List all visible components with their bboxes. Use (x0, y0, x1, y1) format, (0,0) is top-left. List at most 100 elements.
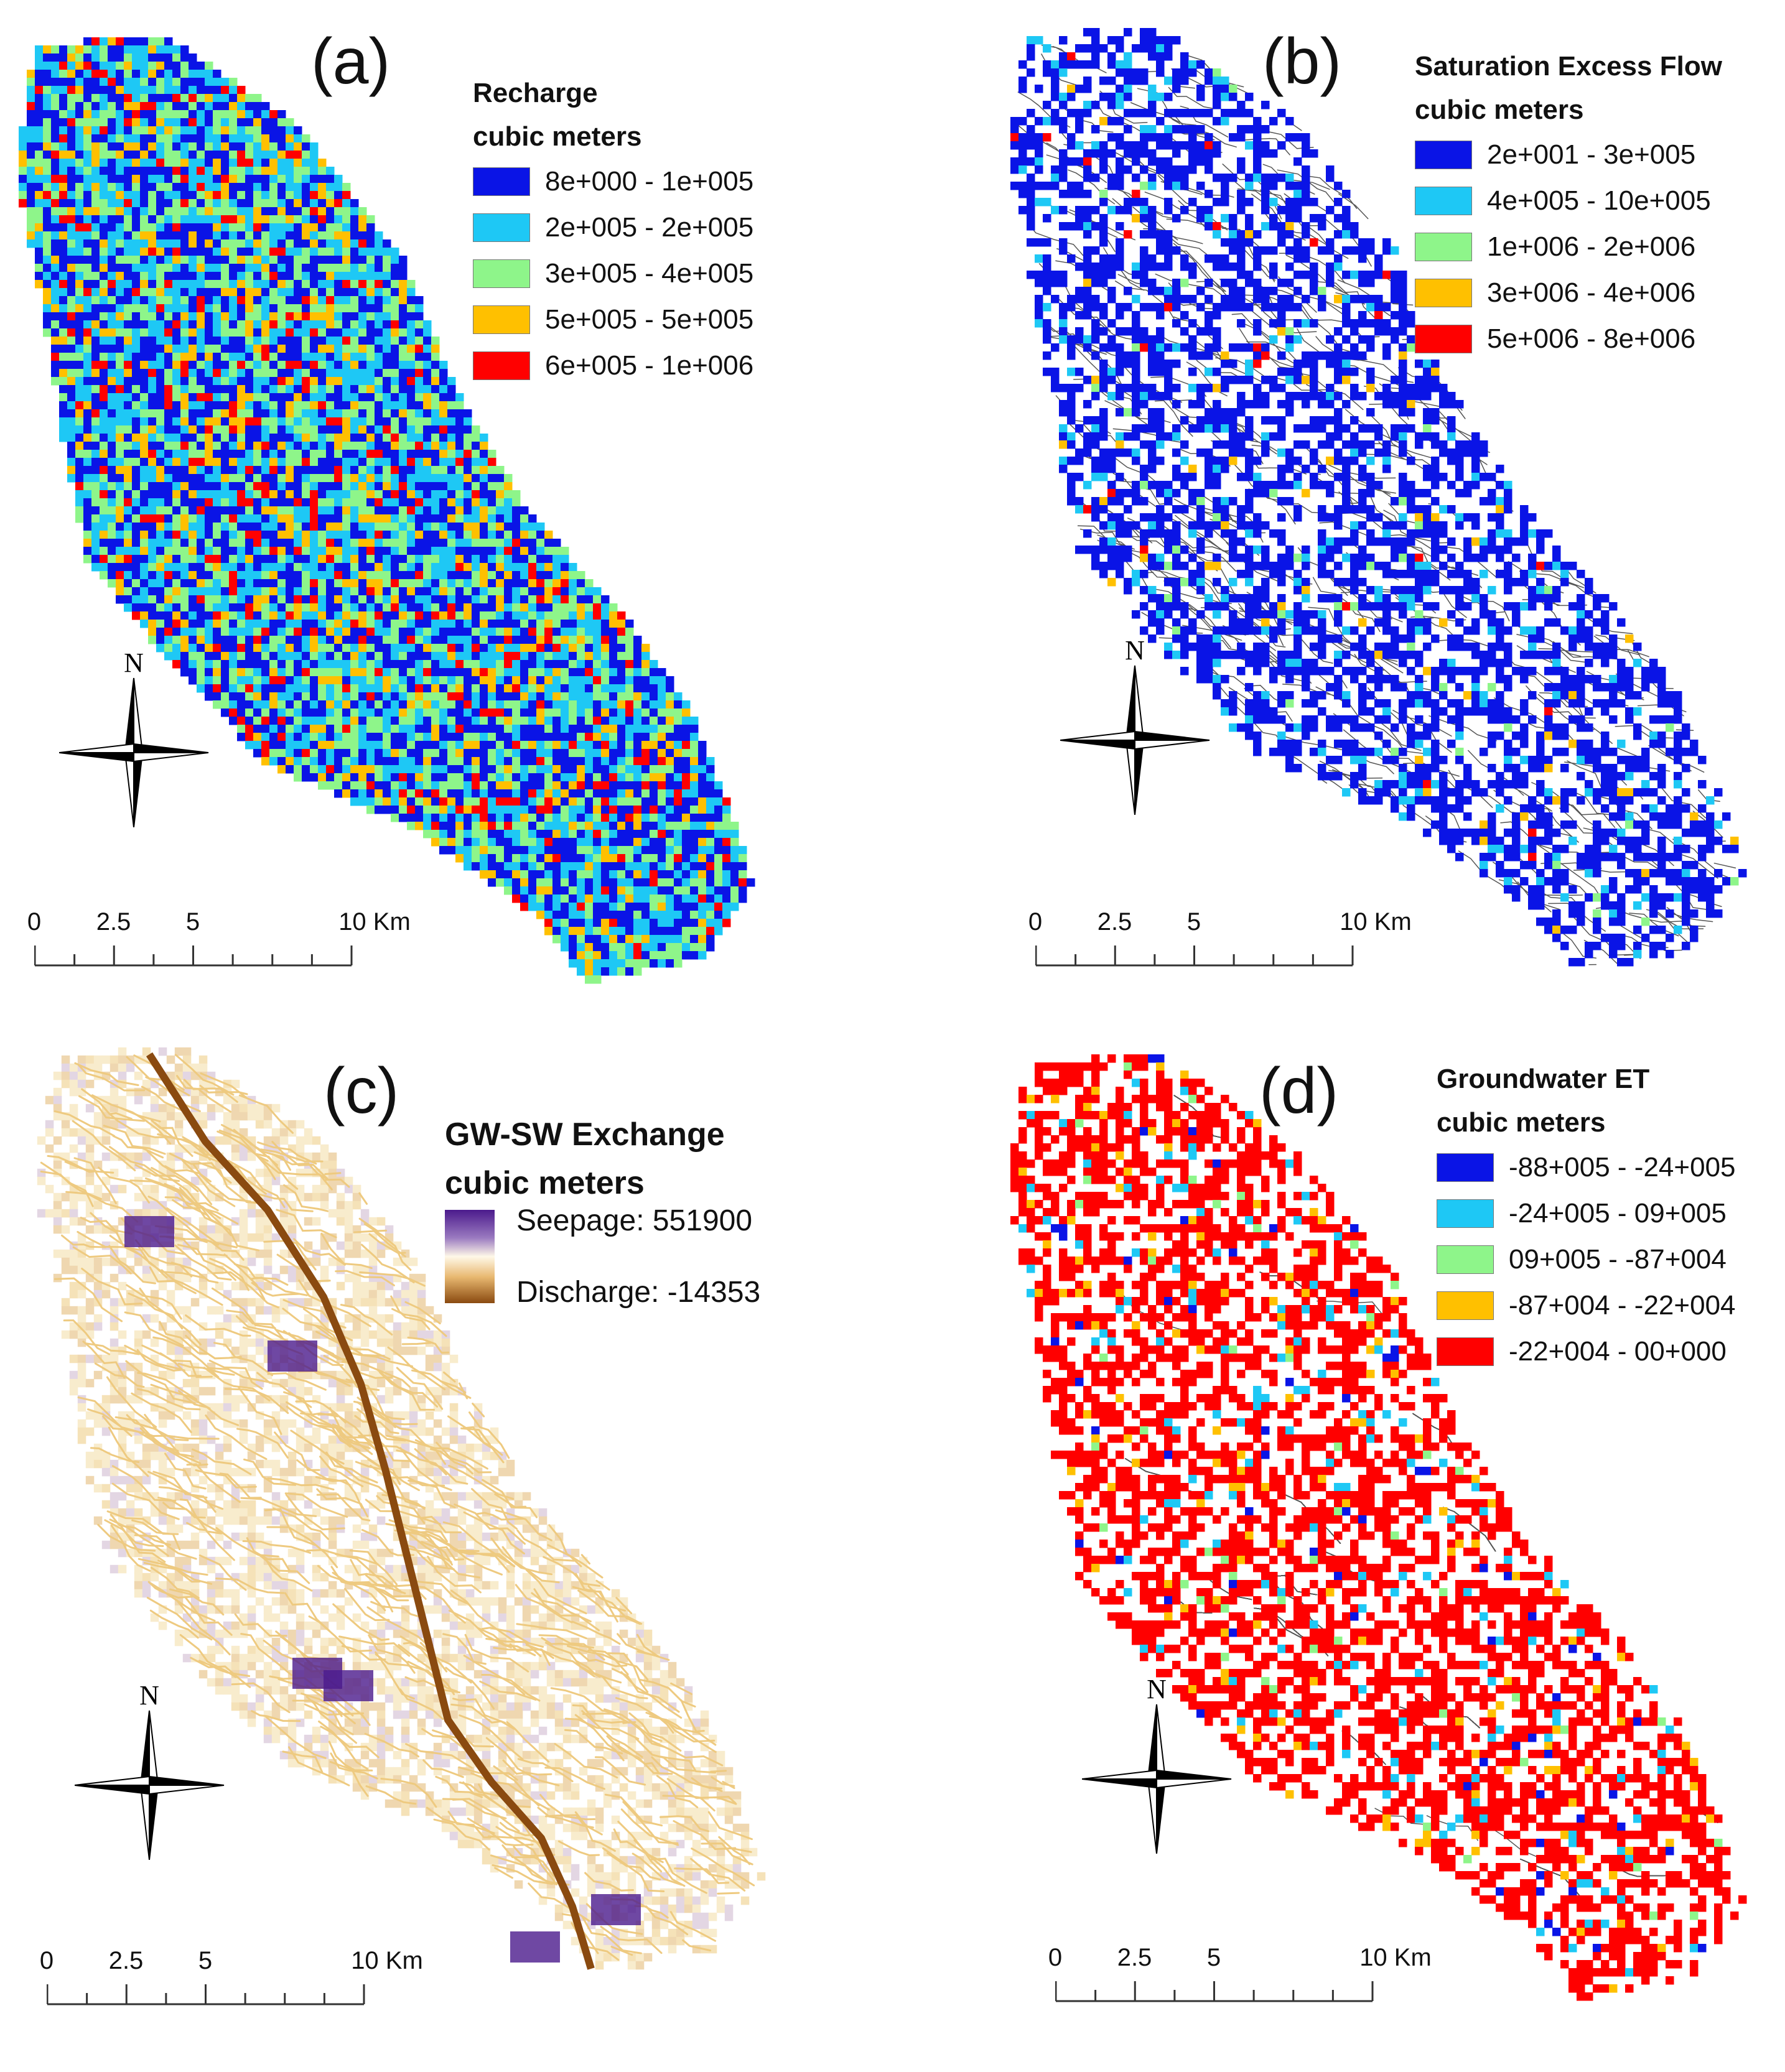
scale-ruler (1035, 945, 1354, 967)
panel-b: (b) Saturation Excess Flow cubic meters … (892, 0, 1784, 1036)
scale-label: 5 (198, 1947, 213, 1974)
legend-swatch (473, 167, 530, 196)
north-arrow: N (74, 1679, 236, 1863)
map-recharge (19, 37, 755, 984)
legend-swatch (1415, 279, 1472, 307)
scale-ruler (34, 945, 353, 967)
legend-units: cubic meters (1415, 95, 1584, 125)
legend-label: 3e+006 - 4e+006 (1487, 277, 1696, 308)
seepage-label: Seepage: 551900 (516, 1204, 753, 1237)
legend-label: 2e+001 - 3e+005 (1487, 139, 1696, 170)
panel-c: (c) GW-SW Exchange cubic meters Seepage:… (0, 1036, 892, 2071)
legend-item: -87+004 - -22+004 (1437, 1283, 1736, 1329)
legend-item: 5e+005 - 5e+005 (473, 297, 753, 343)
legend-label: 5e+005 - 5e+005 (545, 304, 754, 335)
legend-item: 5e+006 - 8e+006 (1415, 316, 1722, 362)
map-gw-sw-exchange (37, 1047, 766, 1970)
panel-d: (d) Groundwater ET cubic meters -88+005 … (892, 1036, 1784, 2071)
scale-label: 10 Km (1359, 1944, 1432, 1971)
scale-label: 5 (185, 908, 200, 936)
scale-label: 2.5 (108, 1947, 144, 1974)
legend-swatch (1437, 1291, 1494, 1320)
color-ramp (445, 1210, 495, 1303)
scale-label: 5 (1186, 908, 1201, 936)
legend-swatch (1437, 1337, 1494, 1366)
legend-label: 09+005 - -87+004 (1509, 1244, 1727, 1275)
legend-item: 2e+005 - 2e+005 (473, 205, 753, 251)
legend-items: 8e+000 - 1e+005 2e+005 - 2e+005 3e+005 - 4… (473, 159, 753, 389)
north-label: N (1147, 1674, 1167, 1704)
legend-item: -24+005 - 09+005 (1437, 1191, 1736, 1237)
scale-label: 2.5 (1117, 1944, 1152, 1971)
map-groundwater-et (1010, 1054, 1747, 2001)
legend-swatch (1437, 1153, 1494, 1182)
scale-label: 0 (27, 908, 42, 936)
legend-item: 8e+000 - 1e+005 (473, 159, 753, 205)
compass-rose-icon: N (74, 1680, 225, 1861)
legend-label: 8e+000 - 1e+005 (545, 166, 754, 197)
legend-units: cubic meters (445, 1165, 645, 1201)
legend-title: Groundwater ET (1437, 1064, 1650, 1094)
legend-label: -88+005 - -24+005 (1509, 1152, 1736, 1182)
north-label: N (124, 648, 144, 678)
panel-label-d: (d) (1259, 1055, 1339, 1127)
north-label: N (139, 1680, 159, 1711)
legend-items: -88+005 - -24+005 -24+005 - 09+005 09+005 … (1437, 1145, 1736, 1375)
scale-ruler (47, 1984, 365, 2005)
panel-label-c: (c) (324, 1055, 399, 1127)
compass-rose-icon: N (1060, 635, 1210, 815)
panel-label-b: (b) (1262, 26, 1342, 98)
legend-label: 4e+005 - 10e+005 (1487, 185, 1711, 216)
scale-label: 10 Km (338, 908, 411, 936)
legend-swatch (1415, 325, 1472, 353)
legend-item: 4e+005 - 10e+005 (1415, 178, 1722, 224)
compass-rose-icon: N (1081, 1674, 1232, 1854)
legend-title: Saturation Excess Flow (1415, 51, 1722, 81)
scale-ruler (1055, 1981, 1374, 2002)
panel-a: (a) Recharge cubic meters 8e+000 - 1e+00… (0, 0, 892, 1036)
legend-item: 09+005 - -87+004 (1437, 1237, 1736, 1283)
legend-swatch (1437, 1199, 1494, 1228)
panel-label-a: (a) (311, 26, 391, 98)
legend-label: -24+005 - 09+005 (1509, 1198, 1727, 1229)
north-arrow: N (1081, 1673, 1244, 1857)
scale-label: 10 Km (351, 1947, 423, 1974)
legend-label: 2e+005 - 2e+005 (545, 212, 754, 243)
scale-label: 0 (1048, 1944, 1063, 1971)
legend-label: -87+004 - -22+004 (1509, 1290, 1736, 1321)
legend-swatch (473, 213, 530, 242)
legend-label: -22+004 - 00+000 (1509, 1336, 1727, 1367)
scale-label: 10 Km (1340, 908, 1412, 936)
legend-label: 1e+006 - 2e+006 (1487, 231, 1696, 262)
scale-label: 5 (1206, 1944, 1221, 1971)
legend-label: 5e+006 - 8e+006 (1487, 323, 1696, 354)
legend-swatch (473, 305, 530, 334)
legend-item: 3e+005 - 4e+005 (473, 251, 753, 297)
north-label: N (1125, 635, 1145, 666)
legend-title: GW-SW Exchange (445, 1117, 725, 1153)
legend-saturation-excess-flow: Saturation Excess Flow cubic meters 2e+0… (1415, 45, 1722, 362)
compass-rose-icon: N (58, 648, 209, 828)
legend-recharge: Recharge cubic meters 8e+000 - 1e+005 2e+… (473, 72, 753, 389)
legend-gw-sw-exchange: GW-SW Exchange cubic meters Seepage: 551… (445, 1110, 843, 1322)
legend-swatch (1415, 141, 1472, 169)
legend-swatch (473, 351, 530, 380)
legend-groundwater-et: Groundwater ET cubic meters -88+005 - -2… (1437, 1057, 1736, 1375)
north-arrow: N (1060, 634, 1222, 818)
scale-label: 2.5 (96, 908, 131, 936)
legend-item: -22+004 - 00+000 (1437, 1329, 1736, 1375)
legend-swatch (473, 259, 530, 288)
north-arrow: N (58, 647, 221, 830)
discharge-label: Discharge: -14353 (516, 1276, 761, 1309)
legend-swatch (1437, 1245, 1494, 1274)
legend-items: 2e+001 - 3e+005 4e+005 - 10e+005 1e+006 - … (1415, 132, 1722, 362)
legend-label: 3e+005 - 4e+005 (545, 258, 754, 289)
scale-label: 2.5 (1097, 908, 1132, 936)
legend-swatch (1415, 187, 1472, 215)
scale-label: 0 (1028, 908, 1043, 936)
legend-item: 2e+001 - 3e+005 (1415, 132, 1722, 178)
legend-units: cubic meters (473, 121, 642, 152)
scale-label: 0 (39, 1947, 54, 1974)
legend-item: 6e+005 - 1e+006 (473, 343, 753, 389)
legend-item: 1e+006 - 2e+006 (1415, 224, 1722, 270)
